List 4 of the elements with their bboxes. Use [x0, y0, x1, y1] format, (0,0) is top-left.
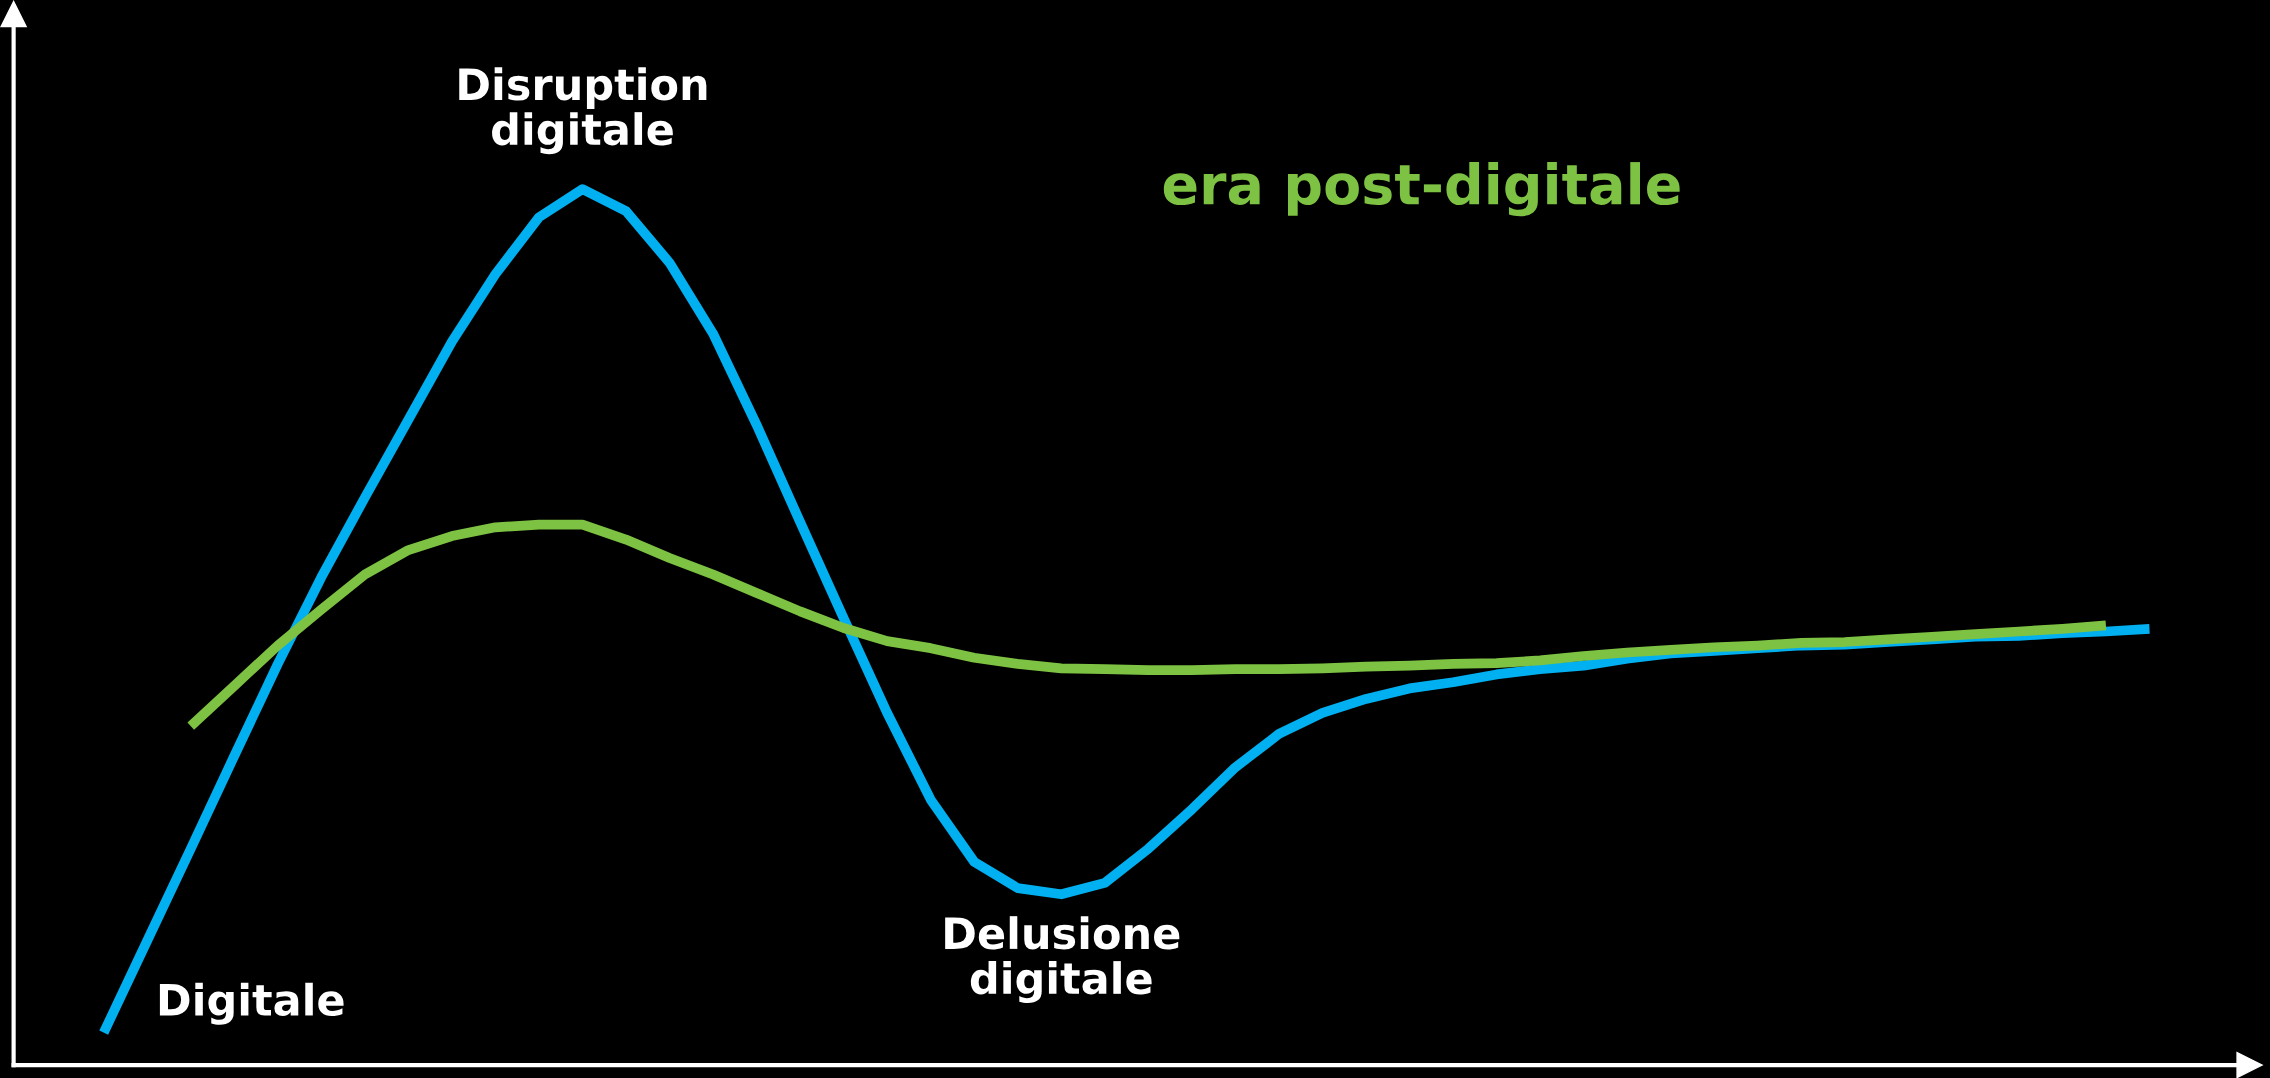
annotation: era post-digitale	[1163, 162, 1680, 217]
annotation: Delusione digitale	[945, 916, 1180, 1004]
annotation: Digitale	[159, 982, 344, 1025]
text: Disruption digitale	[459, 67, 707, 155]
